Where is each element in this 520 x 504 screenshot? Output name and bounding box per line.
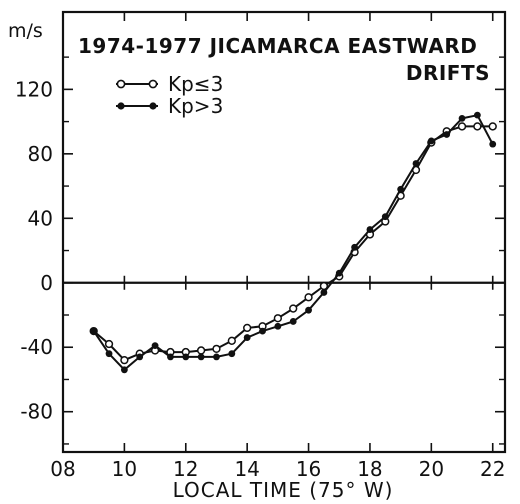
legend-marker-open-circle [116, 79, 126, 89]
data-point-kp-le-3 [304, 293, 313, 302]
data-point-kp-le-3 [289, 304, 298, 313]
x-tick-label: 10 [112, 457, 137, 481]
y-tick-label: 120 [15, 77, 53, 101]
x-tick-label: 22 [480, 457, 505, 481]
x-tick-label: 20 [419, 457, 444, 481]
data-point-kp-gt-3 [381, 213, 389, 221]
legend-marker-filled-circle [149, 102, 157, 110]
y-tick-label: 80 [28, 142, 53, 166]
data-point-kp-le-3 [120, 355, 129, 365]
x-tick-label: 12 [173, 457, 198, 481]
data-point-kp-gt-3 [120, 366, 128, 374]
data-point-kp-gt-3 [259, 327, 266, 335]
data-point-kp-gt-3 [489, 140, 497, 148]
data-point-kp-le-3 [212, 344, 221, 353]
plot-border [61, 10, 507, 454]
data-point-kp-gt-3 [335, 269, 343, 277]
data-point-kp-gt-3 [412, 160, 420, 167]
data-point-kp-le-3 [488, 122, 497, 131]
plot-frame [61, 10, 507, 454]
y-axis-ticks: -80 -40 0 40 80 120 [15, 56, 505, 445]
y-tick-label: 40 [28, 206, 53, 230]
data-point-kp-gt-3 [151, 342, 159, 350]
data-point-kp-le-3 [227, 336, 236, 345]
x-tick-label: 14 [234, 457, 259, 481]
data-point-kp-le-3 [104, 339, 114, 349]
data-point-kp-gt-3 [366, 226, 374, 233]
data-point-kp-gt-3 [243, 334, 251, 341]
series-group [89, 111, 497, 374]
legend-label-kp-le-3: Kp≤3 [168, 72, 223, 96]
x-axis-label: LOCAL TIME (75° W) [173, 478, 394, 502]
chart-title-line-2: DRIFTS [406, 61, 490, 85]
data-point-kp-gt-3 [274, 322, 282, 330]
data-point-kp-gt-3 [136, 353, 144, 361]
y-tick-label: 0 [40, 271, 53, 295]
x-tick-label: 16 [296, 457, 321, 481]
data-point-kp-gt-3 [427, 137, 435, 145]
chart-title-line-1: 1974-1977 JICAMARCA EASTWARD [78, 34, 477, 58]
data-point-kp-gt-3 [182, 353, 190, 361]
data-point-kp-le-3 [196, 346, 206, 355]
data-point-kp-le-3 [273, 314, 283, 323]
x-tick-label: 18 [357, 457, 382, 481]
data-point-kp-gt-3 [443, 131, 451, 138]
y-axis-label: m/s [8, 20, 43, 42]
data-point-kp-le-3 [457, 122, 467, 131]
data-point-kp-gt-3 [458, 114, 466, 122]
data-point-kp-le-3 [473, 122, 482, 131]
data-point-kp-gt-3 [351, 243, 358, 251]
data-point-kp-gt-3 [397, 185, 405, 193]
zero-line [62, 275, 505, 290]
data-point-kp-gt-3 [90, 327, 98, 335]
data-point-kp-gt-3 [167, 353, 174, 361]
data-point-kp-gt-3 [213, 353, 220, 361]
data-point-kp-gt-3 [197, 353, 205, 361]
legend-marker-filled-circle [117, 102, 125, 110]
x-tick-label: 08 [50, 457, 75, 481]
data-point-kp-gt-3 [105, 350, 113, 358]
data-point-kp-gt-3 [473, 111, 481, 119]
data-point-kp-le-3 [243, 323, 252, 333]
data-point-kp-gt-3 [305, 306, 312, 314]
legend-marker-open-circle [148, 79, 158, 89]
y-tick-label: -40 [20, 335, 53, 359]
y-tick-label: -80 [20, 400, 53, 424]
legend: Kp≤3 Kp>3 [116, 72, 223, 118]
data-point-kp-gt-3 [228, 350, 236, 358]
data-point-kp-gt-3 [320, 289, 328, 296]
legend-label-kp-gt-3: Kp>3 [168, 94, 223, 118]
x-axis-ticks: 08 10 12 14 16 18 20 22 [50, 12, 505, 481]
data-point-kp-gt-3 [289, 318, 297, 325]
